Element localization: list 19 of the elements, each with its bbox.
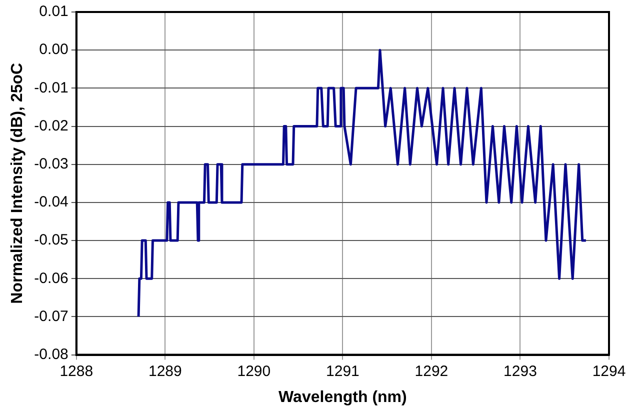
y-tick-label: -0.07 bbox=[34, 308, 68, 325]
y-tick-label: -0.01 bbox=[34, 79, 68, 96]
y-axis-title: Normalized Intensity (dB), 25oC bbox=[9, 62, 26, 304]
x-tick-label: 1289 bbox=[148, 362, 182, 380]
y-tick-label: -0.04 bbox=[34, 194, 68, 211]
y-tick-label: -0.08 bbox=[34, 346, 68, 363]
y-tick-label: 0.01 bbox=[39, 3, 68, 20]
x-tick-label: 1292 bbox=[414, 362, 448, 380]
x-tick-label: 1288 bbox=[60, 362, 94, 380]
y-tick-label: -0.02 bbox=[34, 117, 68, 134]
y-tick-label: -0.06 bbox=[34, 270, 68, 287]
x-tick-label: 1290 bbox=[237, 362, 271, 380]
x-axis-title: Wavelength (nm) bbox=[278, 388, 407, 406]
x-tick-label: 1291 bbox=[326, 362, 360, 380]
y-tick-label: -0.03 bbox=[34, 155, 68, 172]
x-tick-label: 1294 bbox=[592, 362, 626, 380]
x-tick-label: 1293 bbox=[504, 362, 537, 380]
y-tick-label: 0.00 bbox=[39, 41, 68, 58]
y-tick-label: -0.05 bbox=[34, 232, 68, 249]
